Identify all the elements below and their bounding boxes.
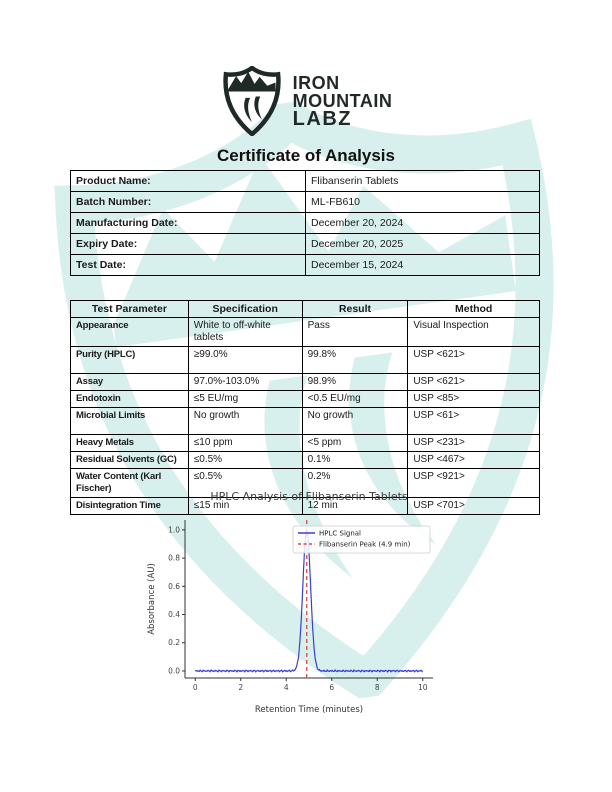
hplc-chart: HPLC Analysis of Flibanserin Tablets 0 2 4… <box>143 490 453 718</box>
param-cell: Water Content (Karl Fischer) <box>70 468 189 498</box>
info-label: Batch Number: <box>70 191 306 213</box>
y-tick-label: 0.8 <box>168 554 180 563</box>
y-tick-label: 0.2 <box>168 638 180 647</box>
x-tick-label: 4 <box>284 683 289 692</box>
spec-cell: ≤0.5% <box>187 451 303 469</box>
hplc-chromatogram: 0 2 4 6 8 10 0.0 0.2 0.4 0.6 0.8 1.0 Retention Time … <box>147 520 433 715</box>
x-tick-label: 10 <box>418 683 428 692</box>
info-row: Test Date: December 15, 2024 <box>70 254 540 276</box>
y-tick-label: 0.6 <box>168 582 180 591</box>
column-header: Test Parameter <box>70 300 189 318</box>
column-header: Specification <box>187 300 303 318</box>
chart-title: HPLC Analysis of Flibanserin Tablets <box>210 490 408 503</box>
brand-line1: IRON <box>292 72 340 93</box>
info-label: Expiry Date: <box>70 233 306 255</box>
result-cell: 99.8% <box>301 346 409 374</box>
spec-cell: ≤0.5% <box>187 468 303 498</box>
table-row: Endotoxin ≤5 EU/mg <0.5 EU/mg USP <85> <box>70 390 540 408</box>
param-cell: Endotoxin <box>70 390 189 408</box>
result-cell: 0.1% <box>301 451 409 469</box>
x-tick-label: 6 <box>329 683 334 692</box>
y-tick-label: 0.4 <box>168 610 180 619</box>
param-cell: Appearance <box>70 317 189 347</box>
info-value: December 20, 2024 <box>305 212 540 234</box>
spec-cell: ≤15 min <box>187 497 303 515</box>
method-cell: Visual Inspection <box>407 317 540 347</box>
brand-name: IRON MOUNTAIN LABZ <box>293 74 393 129</box>
param-cell: Assay <box>70 373 189 391</box>
info-value: ML-FB610 <box>305 191 540 213</box>
method-cell: USP <231> <box>407 434 540 452</box>
product-info-table: Product Name: Flibanserin Tablets Batch … <box>70 170 540 276</box>
result-cell: No growth <box>301 407 409 435</box>
spec-cell: 97.0%-103.0% <box>187 373 303 391</box>
table-row: Microbial Limits No growth No growth USP… <box>70 407 540 435</box>
info-label: Product Name: <box>70 170 306 192</box>
table-row: Disintegration Time ≤15 min 12 min USP <… <box>70 497 540 515</box>
column-header: Method <box>407 300 540 318</box>
test-results-table: Test Parameter Specification Result Meth… <box>70 300 540 515</box>
method-cell: USP <701> <box>407 497 540 515</box>
result-cell: <5 ppm <box>301 434 409 452</box>
spec-cell: ≤5 EU/mg <box>187 390 303 408</box>
method-cell: USP <61> <box>407 407 540 435</box>
mountain-shield-icon <box>220 66 284 136</box>
param-cell: Purity (HPLC) <box>70 346 189 374</box>
info-row: Batch Number: ML-FB610 <box>70 191 540 213</box>
info-value: December 20, 2025 <box>305 233 540 255</box>
method-cell: USP <621> <box>407 346 540 374</box>
y-tick-label: 1.0 <box>168 525 180 534</box>
legend-label: Flibanserin Peak (4.9 min) <box>319 541 411 549</box>
table-row: Water Content (Karl Fischer) ≤0.5% 0.2% … <box>70 468 540 498</box>
method-cell: USP <467> <box>407 451 540 469</box>
info-label: Test Date: <box>70 254 306 276</box>
method-cell: USP <85> <box>407 390 540 408</box>
table-row: Purity (HPLC) ≥99.0% 99.8% USP <621> <box>70 346 540 374</box>
info-value: Flibanserin Tablets <box>305 170 540 192</box>
spec-cell: ≤10 ppm <box>187 434 303 452</box>
spec-cell: White to off-white tablets <box>187 317 303 347</box>
results-header-row: Test Parameter Specification Result Meth… <box>70 300 540 318</box>
result-cell: 98.9% <box>301 373 409 391</box>
info-label: Manufacturing Date: <box>70 212 306 234</box>
table-row: Appearance White to off-white tablets Pa… <box>70 317 540 347</box>
param-cell: Heavy Metals <box>70 434 189 452</box>
legend-label: HPLC Signal <box>319 530 361 538</box>
column-header: Result <box>301 300 409 318</box>
param-cell: Microbial Limits <box>70 407 189 435</box>
x-tick-label: 8 <box>375 683 380 692</box>
result-cell: <0.5 EU/mg <box>301 390 409 408</box>
table-row: Residual Solvents (GC) ≤0.5% 0.1% USP <4… <box>70 451 540 469</box>
brand-line3: LABZ <box>292 107 352 130</box>
method-cell: USP <921> <box>407 468 540 498</box>
x-axis-label: Retention Time (minutes) <box>255 705 363 715</box>
method-cell: USP <621> <box>407 373 540 391</box>
result-cell: Pass <box>301 317 409 347</box>
info-value: December 15, 2024 <box>305 254 540 276</box>
x-tick-label: 0 <box>193 683 198 692</box>
y-tick-label: 0.0 <box>168 666 180 675</box>
info-row: Product Name: Flibanserin Tablets <box>70 170 540 192</box>
table-row: Heavy Metals ≤10 ppm <5 ppm USP <231> <box>70 434 540 452</box>
spec-cell: No growth <box>187 407 303 435</box>
info-row: Expiry Date: December 20, 2025 <box>70 233 540 255</box>
x-tick-label: 2 <box>238 683 243 692</box>
param-cell: Residual Solvents (GC) <box>70 451 189 469</box>
spec-cell: ≥99.0% <box>187 346 303 374</box>
y-axis-label: Absorbance (AU) <box>147 563 157 635</box>
table-row: Assay 97.0%-103.0% 98.9% USP <621> <box>70 373 540 391</box>
legend-box <box>292 525 431 554</box>
brand-logo: IRON MOUNTAIN LABZ <box>0 66 612 136</box>
page-title: Certificate of Analysis <box>217 146 395 165</box>
param-cell: Disintegration Time <box>70 497 189 515</box>
info-row: Manufacturing Date: December 20, 2024 <box>70 212 540 234</box>
brand-line2: MOUNTAIN <box>292 90 393 111</box>
